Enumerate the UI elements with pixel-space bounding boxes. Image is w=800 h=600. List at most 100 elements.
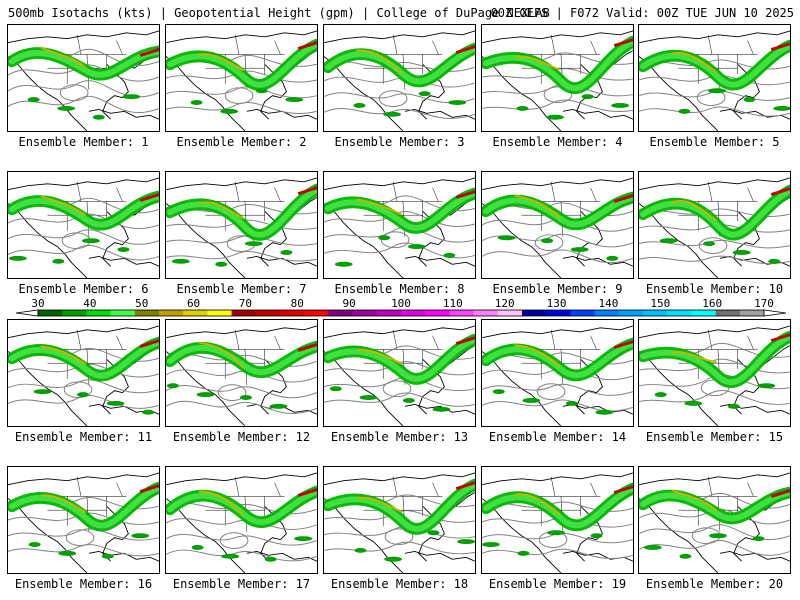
colorbar-tick-label: 160 (702, 298, 722, 310)
chart-header: 500mb Isotachs (kts) | Geopotential Heig… (8, 4, 794, 22)
height-contour (639, 255, 790, 265)
isotach-patch (703, 241, 715, 247)
ensemble-map-panel (323, 466, 476, 574)
jet-core (198, 201, 244, 220)
isotach-patch (709, 533, 727, 539)
height-contour-closed (384, 528, 414, 546)
colorbar-swatch (304, 310, 329, 316)
ensemble-map-panel (638, 319, 791, 427)
isotach-patch (541, 238, 554, 244)
isotach-patch (427, 530, 440, 536)
isotach-patch (33, 389, 52, 395)
isotach-patch (743, 97, 756, 103)
isotach-patch (166, 383, 179, 389)
isotach-patch (432, 406, 451, 412)
isotach-patch (402, 398, 415, 403)
height-contour-closed (382, 380, 412, 398)
height-contour-closed (543, 86, 573, 104)
coastline-outline (482, 472, 633, 573)
colorbar-swatch (449, 310, 474, 316)
jet-isotach-inner (324, 481, 475, 532)
isotach-patch (92, 114, 105, 120)
isotach-patch (727, 403, 740, 409)
jet-max-core (613, 194, 633, 203)
isotach-patch (190, 100, 203, 105)
ensemble-member-caption: Ensemble Member: 5 (649, 135, 780, 149)
ensemble-map-panel (165, 319, 318, 427)
isotach-patch (708, 88, 726, 94)
ensemble-member-caption: Ensemble Member: 16 (14, 577, 153, 591)
colorbar-swatch (159, 310, 184, 316)
height-contour (8, 229, 159, 245)
colorbar-swatch (739, 310, 765, 316)
jet-max-core (297, 186, 317, 195)
height-contour (639, 75, 790, 86)
colorbar-swatch (376, 310, 402, 316)
colorbar-tick-label: 140 (598, 298, 618, 310)
jet-isotach-inner (639, 489, 790, 522)
height-contour (8, 379, 159, 394)
isotach-patch (516, 105, 529, 111)
ensemble-member-caption: Ensemble Member: 19 (488, 577, 627, 591)
ensemble-map-panel (638, 171, 791, 279)
jet-isotach-inner (8, 484, 159, 529)
ensemble-map-panel (7, 24, 160, 132)
coastline-outline (8, 30, 159, 131)
isotach-patch (383, 111, 401, 117)
height-contour (482, 548, 633, 559)
isotach-patch (264, 556, 277, 562)
coastline-outline (639, 472, 790, 573)
isotach-patch (101, 553, 114, 559)
ensemble-member-caption: Ensemble Member: 10 (645, 282, 784, 296)
height-contour-closed (698, 237, 728, 254)
jet-max-core (613, 340, 633, 349)
jet-max-core (297, 41, 317, 50)
colorbar-swatch (522, 310, 547, 316)
jet-max-core (139, 48, 159, 57)
coastline-outline (324, 30, 475, 131)
isotach-patch (285, 97, 304, 103)
ensemble-member-caption: Ensemble Member: 6 (18, 282, 149, 296)
colorbar-swatch (667, 310, 692, 316)
ensemble-map-panel (165, 466, 318, 574)
height-contour (482, 368, 633, 381)
ensemble-member-caption: Ensemble Member: 18 (330, 577, 469, 591)
jet-core (40, 345, 86, 366)
isotach-patch (220, 108, 239, 114)
height-contour (166, 102, 317, 114)
isotach-patch (643, 545, 662, 550)
jet-core (198, 490, 244, 517)
colorbar-tick-label: 70 (239, 298, 252, 310)
ensemble-member-caption: Ensemble Member: 4 (492, 135, 623, 149)
isotach-patch (606, 255, 619, 261)
coastline-outline (482, 325, 633, 426)
ensemble-map-panel (7, 466, 160, 574)
isotach-patch (517, 550, 530, 556)
isotach-patch (565, 400, 578, 406)
isotach-patch (546, 114, 564, 120)
isotach-patch (684, 400, 703, 406)
ensemble-member-caption: Ensemble Member: 8 (334, 282, 465, 296)
colorbar-swatch (691, 310, 716, 316)
coastline-outline (324, 325, 475, 426)
colorbar-svg: 30 40 50 60 70 80 90 100 110 120 130 140 150 160 170 (15, 298, 787, 317)
height-contour (324, 92, 475, 104)
coastline-outline (166, 472, 317, 573)
isotach-patch (443, 252, 456, 258)
colorbar-swatch (207, 310, 232, 316)
jet-isotach-inner (166, 488, 317, 525)
ensemble-map-panel (481, 24, 634, 132)
jet-isotach-inner (639, 187, 790, 238)
colorbar-swatch (38, 310, 63, 316)
jet-core (356, 496, 402, 513)
height-contour (639, 90, 790, 101)
jet-core (356, 348, 402, 365)
colorbar-tick-label: 130 (547, 298, 567, 310)
isotach-patch (407, 244, 426, 250)
isotach-patch (757, 383, 776, 389)
colorbar-swatch (594, 310, 620, 316)
jet-max-core (139, 193, 159, 202)
coastline-outline (166, 177, 317, 278)
ensemble-map-panel (481, 466, 634, 574)
isotach-patch (244, 241, 263, 247)
